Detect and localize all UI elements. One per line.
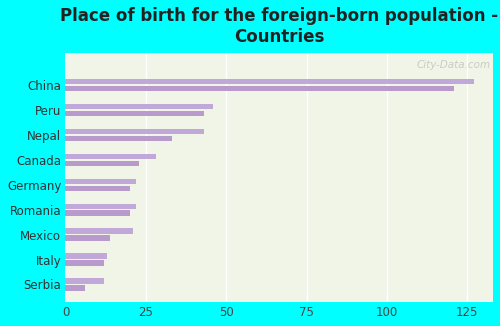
Bar <box>66 211 130 216</box>
Bar <box>66 86 454 92</box>
Bar <box>66 179 136 184</box>
Bar <box>66 229 133 234</box>
Bar <box>66 154 156 159</box>
Bar <box>66 136 172 141</box>
Bar <box>66 129 203 134</box>
Title: Place of birth for the foreign-born population -
Countries: Place of birth for the foreign-born popu… <box>60 7 498 46</box>
Bar <box>66 185 130 191</box>
Bar <box>66 79 474 84</box>
Bar <box>66 260 104 266</box>
Text: City-Data.com: City-Data.com <box>417 60 491 70</box>
Bar <box>66 203 136 209</box>
Bar <box>66 111 203 116</box>
Bar <box>66 161 140 166</box>
Bar <box>66 285 85 291</box>
Bar <box>66 278 104 284</box>
Bar <box>66 253 108 259</box>
Bar <box>66 235 110 241</box>
Bar <box>66 104 214 110</box>
